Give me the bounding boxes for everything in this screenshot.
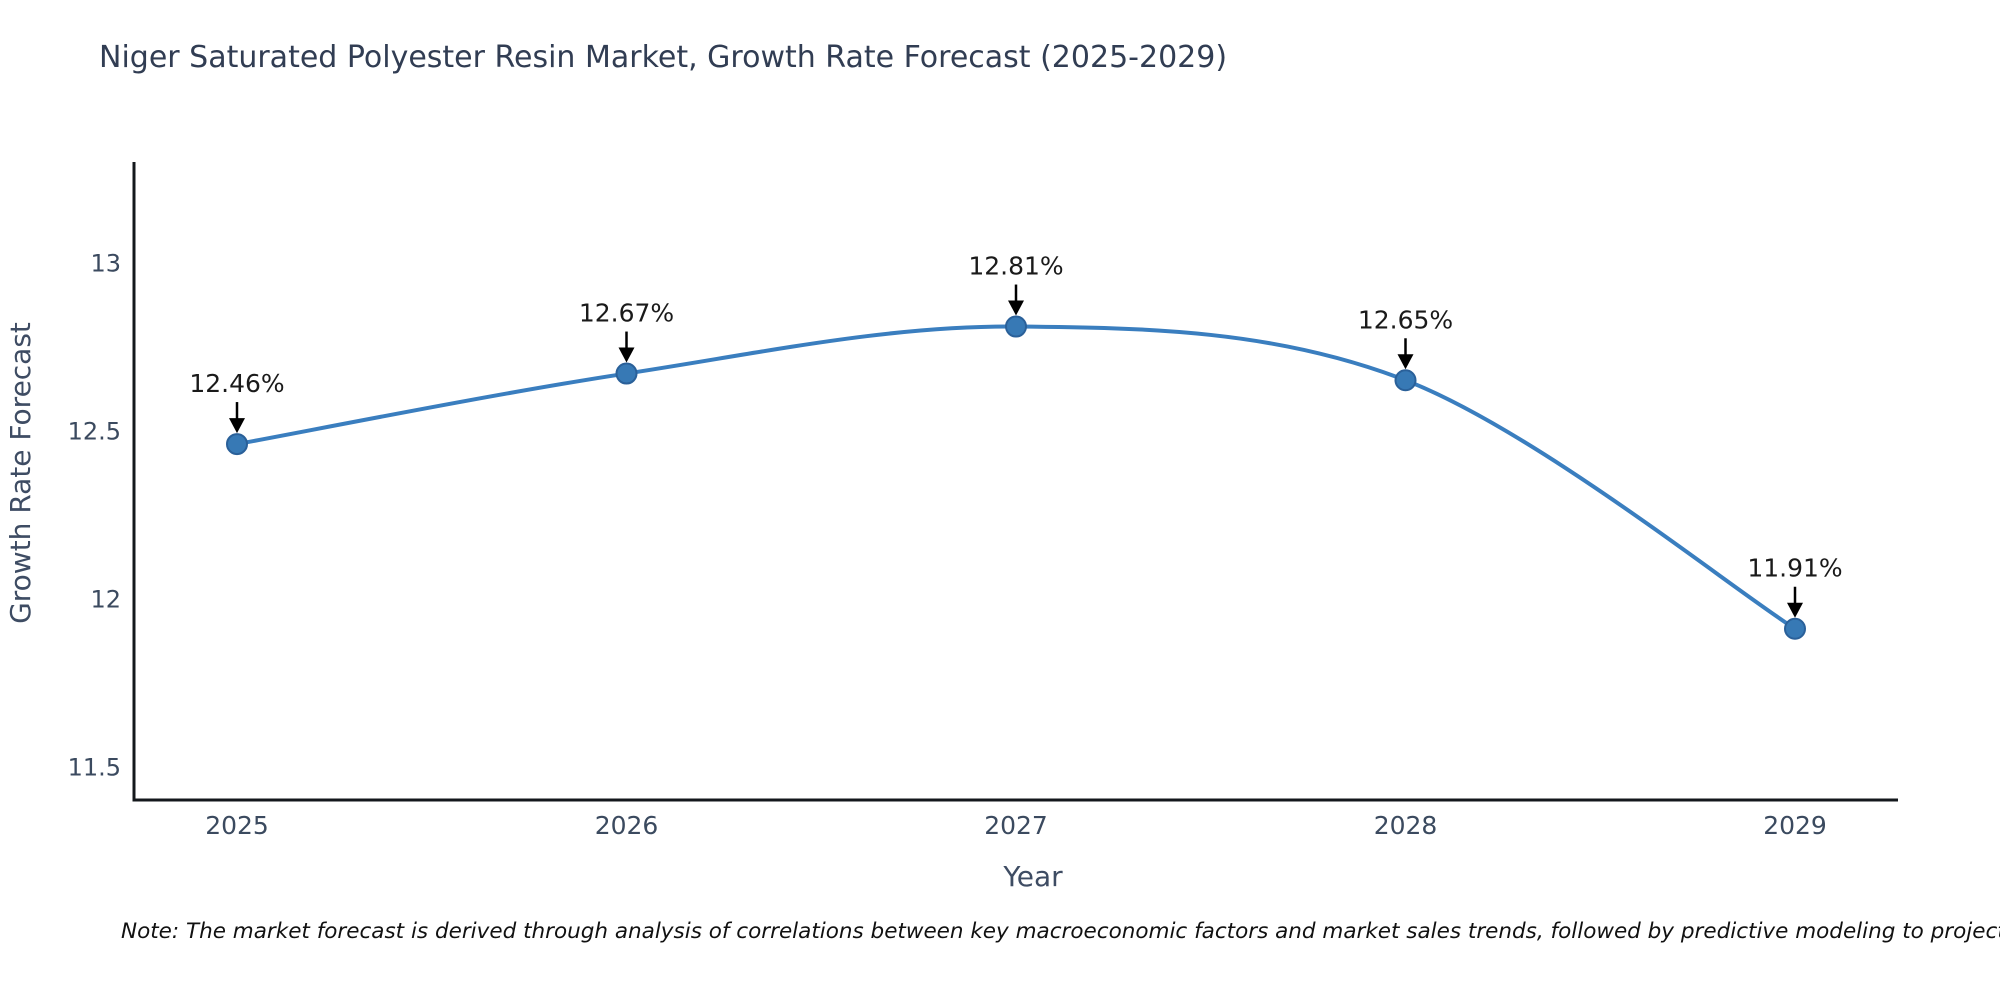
annotation-2025: 12.46% (189, 369, 285, 434)
y-axis-tick-labels: 11.5 12 12.5 13 (68, 250, 121, 782)
data-point-marker-2027 (1005, 315, 1027, 338)
annotation-2026: 12.67% (579, 299, 674, 363)
annotation-label: 12.46% (189, 369, 284, 398)
x-axis-tick-labels: 2025 2026 2027 2028 2029 (205, 811, 1827, 840)
y-axis-title: Growth Rate Forecast (4, 322, 37, 624)
point-annotations: 12.46% 12.67% 12.81% 12.65% 11.91% (189, 252, 1843, 618)
annotation-arrowhead-icon (229, 418, 245, 434)
axis-titles: Year Growth Rate Forecast (4, 322, 1063, 893)
x-tick-label: 2027 (984, 811, 1048, 840)
data-point-marker-2026 (615, 362, 638, 385)
forecast-line (235, 324, 1797, 631)
annotation-arrowhead-icon (1008, 300, 1024, 316)
x-tick-label: 2028 (1374, 811, 1438, 840)
axes-spines (132, 162, 1898, 802)
footnote: Note: The market forecast is derived thr… (121, 919, 2000, 944)
x-tick-label: 2029 (1763, 811, 1827, 840)
chart-title: Niger Saturated Polyester Resin Market, … (99, 40, 1228, 75)
annotation-2027: 12.81% (968, 252, 1064, 316)
y-tick-label: 13 (90, 250, 121, 278)
annotation-2029: 11.91% (1747, 554, 1843, 618)
y-tick-label: 12.5 (68, 418, 121, 446)
annotation-arrowhead-icon (1397, 354, 1414, 370)
annotation-label: 12.81% (968, 252, 1063, 281)
annotation-label: 12.67% (579, 299, 674, 328)
annotation-label: 11.91% (1747, 554, 1842, 583)
annotation-2028: 12.65% (1358, 305, 1453, 370)
annotation-arrowhead-icon (618, 347, 635, 363)
y-tick-label: 11.5 (68, 753, 121, 781)
data-point-markers (226, 315, 1806, 640)
data-point-marker-2025 (226, 433, 248, 456)
data-point-marker-2029 (1784, 617, 1806, 640)
y-tick-label: 12 (90, 586, 121, 614)
annotation-arrowhead-icon (1787, 602, 1803, 618)
data-point-marker-2028 (1394, 369, 1417, 392)
x-axis-title: Year (1002, 860, 1063, 893)
x-tick-label: 2026 (595, 811, 659, 840)
x-tick-label: 2025 (205, 811, 269, 840)
forecast-line-path (235, 324, 1797, 631)
annotation-label: 12.65% (1358, 305, 1453, 334)
